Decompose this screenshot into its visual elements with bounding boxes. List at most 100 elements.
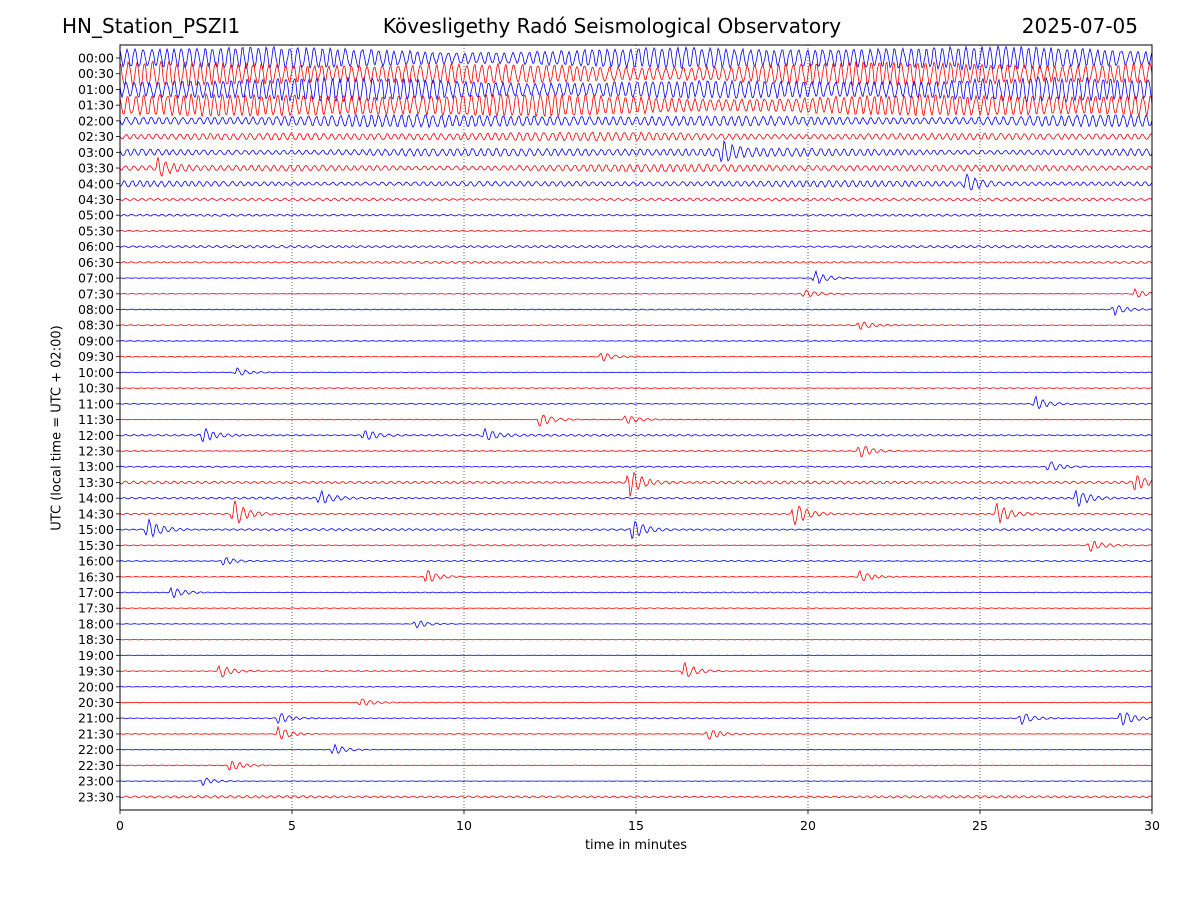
y-tick-label: 22:00: [78, 742, 114, 757]
seismogram-trace-2300: [119, 777, 1152, 787]
y-tick-label: 17:30: [78, 601, 114, 616]
y-tick-label: 07:30: [78, 286, 114, 301]
y-tick-label: 00:30: [78, 66, 114, 81]
chart-title: Kövesligethy Radó Seismological Observat…: [382, 14, 842, 38]
x-tick-label: 25: [972, 818, 988, 833]
seismogram-trace-1030: [119, 387, 1152, 389]
x-tick-label: 15: [628, 818, 644, 833]
seismogram-trace-0400: [119, 173, 1153, 191]
y-tick-label: 08:30: [78, 318, 114, 333]
seismogram-trace-0700: [119, 269, 1153, 285]
seismogram-trace-0730: [119, 287, 1153, 298]
y-tick-label: 01:00: [78, 82, 114, 97]
y-tick-label: 09:00: [78, 333, 114, 348]
seismogram-trace-1330: [119, 471, 1153, 497]
seismogram-trace-0000: [119, 44, 1153, 72]
y-tick-label: 03:30: [78, 161, 114, 176]
vertical-gridlines: [291, 45, 981, 810]
seismogram-trace-1100: [119, 395, 1153, 410]
seismogram-trace-2000: [120, 685, 1153, 688]
y-tick-label: 02:00: [78, 113, 114, 128]
x-axis-label: time in minutes: [584, 838, 688, 853]
seismogram-trace-1800: [119, 620, 1153, 629]
y-tick-label: 14:00: [78, 491, 114, 506]
seismogram-trace-1930: [119, 661, 1152, 678]
seismogram-trace-0830: [119, 321, 1153, 330]
seismogram-trace-1700: [119, 586, 1153, 599]
y-tick-label: 06:00: [78, 239, 114, 254]
y-tick-label: 18:30: [78, 632, 114, 647]
y-tick-label: 21:00: [78, 711, 114, 726]
seismogram-trace-1300: [119, 461, 1153, 471]
y-tick-label: 17:00: [78, 585, 114, 600]
y-axis-label: UTC (local time = UTC + 02:00): [49, 325, 65, 531]
seismogram-trace-0800: [120, 305, 1153, 317]
y-tick-label: 20:30: [78, 695, 114, 710]
y-tick-label: 16:00: [78, 554, 114, 569]
y-tick-label: 11:00: [78, 396, 114, 411]
y-tick-label: 04:00: [78, 176, 114, 191]
seismogram-trace-2230: [119, 760, 1153, 771]
seismogram-trace-0100: [119, 75, 1153, 103]
y-tick-label: 23:30: [78, 789, 114, 804]
y-tick-label: 07:00: [78, 271, 114, 286]
seismogram-trace-0330: [119, 157, 1153, 177]
y-tick-label: 22:30: [78, 758, 114, 773]
seismogram-trace-2100: [119, 712, 1153, 726]
y-tick-label: 06:30: [78, 255, 114, 270]
seismogram-trace-1000: [120, 367, 1153, 376]
x-tick-label: 30: [1144, 818, 1160, 833]
seismogram-trace-0930: [119, 352, 1153, 362]
x-tick-label: 10: [456, 818, 472, 833]
y-tick-label: 02:30: [78, 129, 114, 144]
x-axis-ticks: 0 5 10 15 20 25 30: [116, 810, 1160, 833]
seismogram-trace-1900: [120, 654, 1153, 657]
y-tick-label: 12:30: [78, 444, 114, 459]
seismogram-trace-1830: [119, 638, 1153, 641]
y-tick-label: 08:00: [78, 302, 114, 317]
y-tick-label: 10:00: [78, 365, 114, 380]
seismogram-trace-1530: [119, 540, 1153, 553]
y-tick-label: 01:30: [78, 98, 114, 113]
seismogram-trace-1500: [119, 517, 1152, 540]
y-tick-label: 03:00: [78, 145, 114, 160]
seismogram-trace-2130: [119, 726, 1152, 740]
seismogram-trace-0630: [119, 260, 1153, 264]
seismogram-trace-0300: [119, 139, 1153, 163]
y-tick-label: 04:30: [78, 192, 114, 207]
seismogram-trace-0600: [119, 244, 1153, 249]
seismogram-trace-1430: [119, 499, 1153, 526]
y-tick-label: 16:30: [78, 569, 114, 584]
y-tick-label: 18:00: [78, 616, 114, 631]
y-tick-label: 11:30: [78, 412, 114, 427]
y-tick-label: 23:00: [78, 774, 114, 789]
y-axis-ticks: 00:0000:3001:0001:3002:0002:3003:0003:30…: [78, 51, 120, 804]
seismogram-trace-2030: [119, 698, 1153, 706]
y-tick-label: 13:00: [78, 459, 114, 474]
seismogram-trace-2200: [120, 743, 1152, 755]
plot-frame: [119, 44, 1153, 811]
x-tick-label: 0: [116, 818, 124, 833]
x-tick-label: 20: [800, 818, 816, 833]
seismogram-trace-0200: [119, 113, 1153, 129]
seismogram-trace-0130: [119, 92, 1153, 118]
seismogram-trace-0500: [119, 213, 1153, 217]
y-tick-label: 09:30: [78, 349, 114, 364]
seismogram-trace-1630: [119, 570, 1153, 582]
y-tick-label: 13:30: [78, 475, 114, 490]
y-tick-label: 10:30: [78, 381, 114, 396]
y-tick-label: 05:00: [78, 208, 114, 223]
y-tick-label: 14:30: [78, 506, 114, 521]
y-tick-label: 15:00: [78, 522, 114, 537]
y-tick-label: 19:30: [78, 664, 114, 679]
seismogram-trace-1600: [119, 557, 1153, 566]
y-tick-label: 05:30: [78, 223, 114, 238]
station-name: HN_Station_PSZI1: [62, 14, 241, 38]
seismogram-trace-0530: [119, 229, 1153, 232]
seismogram-trace-0030: [119, 59, 1153, 87]
seismogram-trace-1730: [120, 607, 1153, 610]
seismogram-trace-0900: [119, 340, 1152, 342]
y-tick-label: 12:00: [78, 428, 114, 443]
chart-date: 2025-07-05: [1021, 14, 1138, 38]
